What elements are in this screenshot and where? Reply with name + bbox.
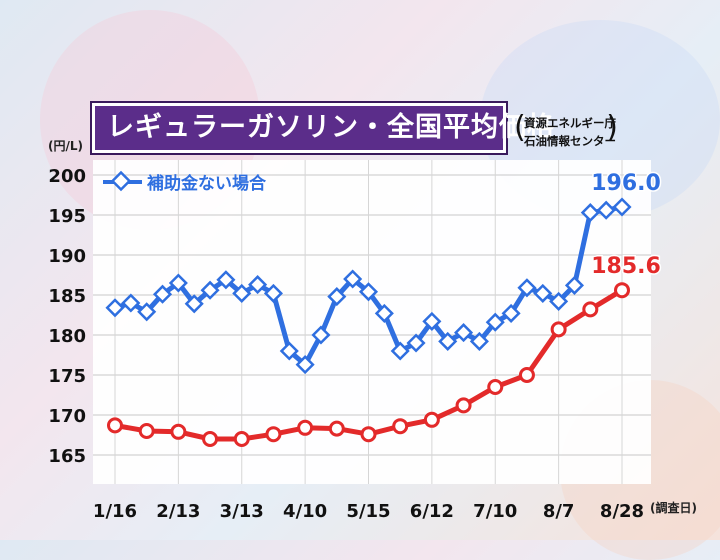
data-point-marker [216,270,236,290]
y-tick-label: 165 [48,446,86,467]
legend-label: 補助金ない場合 [146,173,267,194]
y-tick-label: 195 [48,206,86,227]
data-point-marker [549,291,569,311]
data-point-marker [232,283,252,303]
end-value-label: 185.6 [591,254,661,279]
data-point-marker [533,283,553,303]
y-tick-label: 180 [48,326,86,347]
data-point-marker [614,282,630,299]
data-point-marker [469,331,489,351]
data-point-marker [501,303,521,323]
data-point-marker [550,321,567,338]
data-point-marker [518,367,535,383]
data-point-marker [279,341,299,361]
data-point-marker [200,280,220,300]
data-point-marker [107,417,123,434]
end-labels: 196.0 185.6 [590,170,663,281]
y-tick-label: 190 [48,246,86,267]
data-point-marker [152,284,173,304]
x-tick-label: 2/13 [156,501,200,522]
data-point-marker [374,303,394,323]
data-point-marker [358,282,379,302]
x-tick-label: 4/10 [283,501,327,522]
data-point-marker [265,426,282,443]
source-note: ( 資源エネルギー庁 石油情報センター ) [514,110,618,150]
data-point-marker [311,325,331,345]
data-point-marker [202,431,219,447]
data-point-marker [137,302,157,322]
data-point-marker [487,379,504,395]
x-tick-label: 6/12 [410,501,454,522]
data-point-marker [343,269,363,289]
x-axis-note: (調査日) [650,501,697,515]
legend: 補助金ない場合 [103,170,267,194]
data-point-marker [248,275,268,295]
y-tick-label: 175 [48,366,86,387]
y-axis-unit: (円/L) [48,139,83,153]
data-point-marker [422,311,442,331]
y-tick-label: 185 [48,286,86,307]
y-tick-label: 200 [48,166,86,187]
data-point-marker [582,301,599,318]
data-point-marker [233,431,250,447]
x-tick-label: 5/15 [346,501,390,522]
data-point-marker [121,293,141,313]
data-point-marker [423,411,440,428]
data-point-marker [455,397,472,414]
data-point-marker [168,273,188,293]
data-point-marker [297,419,314,436]
data-point-marker [360,426,377,443]
data-point-marker [105,298,125,318]
y-tick-label: 170 [48,406,86,427]
data-point-marker [138,423,155,439]
data-point-marker [295,355,315,375]
source-line-2: 石油情報センター [524,134,616,148]
x-tick-label: 7/10 [473,501,517,522]
legend-marker [110,170,132,192]
data-point-marker [612,197,632,217]
x-tick-label: 3/13 [220,501,264,522]
x-tick-label: 1/16 [93,501,137,522]
data-point-marker [327,287,347,307]
series-lines [105,197,632,447]
end-value-label: 196.0 [591,171,661,196]
x-axis-tick-labels: 1/16 2/13 3/13 4/10 5/15 6/12 7/10 8/7 8/28 [93,501,644,522]
data-point-marker [170,423,187,440]
data-point-marker [596,200,616,220]
data-point-marker [454,323,474,343]
x-tick-label: 8/28 [600,501,644,522]
data-point-marker [517,278,537,298]
data-point-marker [328,420,345,437]
data-point-marker [392,418,409,435]
data-point-marker [406,333,426,353]
source-paren-right: ) [606,110,618,145]
data-point-marker [580,203,600,223]
data-point-marker [263,283,283,303]
source-line-1: 資源エネルギー庁 [524,116,616,130]
source-paren-left: ( [514,110,526,145]
data-point-marker [564,275,585,295]
x-tick-label: 8/7 [543,501,575,522]
chart-title: レギュラーガソリン・全国平均価格 [92,103,554,153]
chart: 165 170 175 180 185 190 195 200 1/16 2/13 3/13 4/1… [48,160,663,522]
data-point-marker [438,331,458,351]
data-point-marker [390,341,410,361]
data-point-marker [184,294,204,314]
data-point-marker [485,312,505,332]
y-axis-tick-labels: 165 170 175 180 185 190 195 200 [48,166,86,467]
